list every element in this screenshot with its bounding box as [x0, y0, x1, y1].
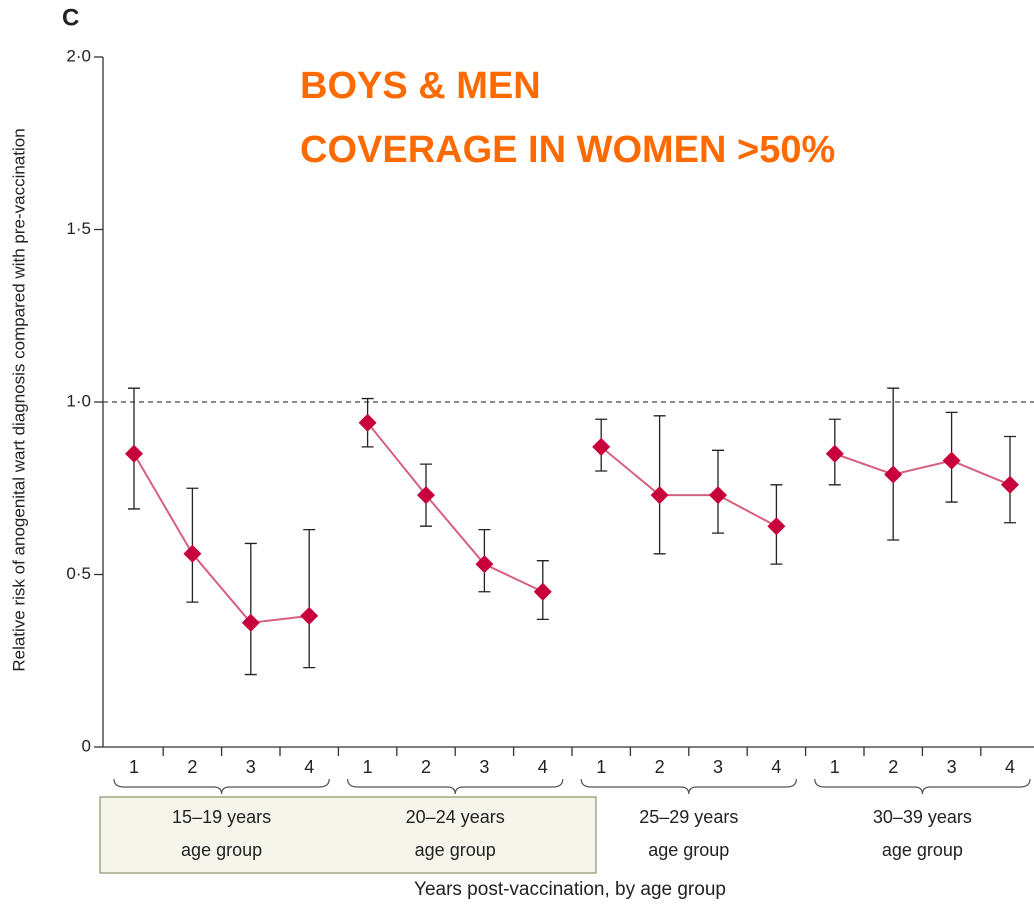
- group-label: 20–24 years: [406, 807, 505, 827]
- brace: [814, 778, 1031, 795]
- x-tick-label: 4: [771, 757, 781, 777]
- error-bar: [244, 542, 257, 676]
- series-line: [366, 422, 544, 593]
- y-tick-label: 0: [82, 736, 91, 755]
- chart-title: COVERAGE IN WOMEN >50%: [300, 129, 835, 171]
- x-tick-label: 4: [304, 757, 314, 777]
- x-tick-label: 4: [538, 757, 548, 777]
- group-label: 15–19 years: [172, 807, 271, 827]
- marker: [942, 451, 961, 470]
- error-bar: [653, 415, 666, 555]
- x-tick-label: 2: [888, 757, 898, 777]
- group-label: 25–29 years: [639, 807, 738, 827]
- x-tick-label: 1: [363, 757, 373, 777]
- chart-title: BOYS & MEN: [300, 65, 541, 107]
- x-tick-label: 1: [830, 757, 840, 777]
- marker: [650, 486, 669, 505]
- y-axis-label: Relative risk of anogenital wart diagnos…: [9, 128, 28, 671]
- marker: [533, 582, 552, 601]
- x-tick-label: 1: [596, 757, 606, 777]
- group-sublabel: age group: [415, 840, 496, 860]
- marker: [1001, 475, 1019, 494]
- marker: [709, 486, 727, 505]
- marker: [300, 606, 319, 625]
- highlight-box: [99, 796, 597, 874]
- error-bar: [887, 387, 900, 541]
- marker: [125, 444, 143, 463]
- marker: [592, 437, 611, 456]
- x-tick-label: 3: [246, 757, 256, 777]
- marker: [417, 486, 435, 505]
- brace: [580, 778, 797, 795]
- x-tick-label: 2: [421, 757, 431, 777]
- x-tick-label: 2: [187, 757, 197, 777]
- x-tick-label: 3: [947, 757, 957, 777]
- group-sublabel: age group: [181, 840, 262, 860]
- series-line: [133, 453, 310, 624]
- x-tick-label: 4: [1005, 757, 1015, 777]
- series-line: [600, 446, 777, 528]
- x-tick-label: 3: [479, 757, 489, 777]
- marker: [241, 613, 260, 632]
- marker: [884, 465, 903, 484]
- x-tick-label: 3: [713, 757, 723, 777]
- brace: [113, 778, 330, 795]
- marker: [475, 555, 494, 574]
- marker: [358, 413, 377, 432]
- x-tick-label: 1: [129, 757, 139, 777]
- panel-label: C: [62, 4, 79, 31]
- series-line: [834, 452, 1011, 486]
- y-tick-label: 0·5: [66, 564, 91, 583]
- y-tick-label: 1·5: [66, 219, 91, 238]
- error-bar: [303, 529, 316, 669]
- y-tick-label: 2·0: [66, 46, 91, 65]
- group-sublabel: age group: [882, 840, 963, 860]
- y-tick-label: 1·0: [66, 391, 91, 410]
- marker: [767, 517, 786, 536]
- group-sublabel: age group: [648, 840, 729, 860]
- group-label: 30–39 years: [873, 807, 972, 827]
- brace: [347, 778, 564, 795]
- x-tick-label: 2: [655, 757, 665, 777]
- marker: [825, 444, 844, 463]
- x-axis-label: Years post-vaccination, by age group: [414, 879, 726, 900]
- marker: [183, 544, 202, 563]
